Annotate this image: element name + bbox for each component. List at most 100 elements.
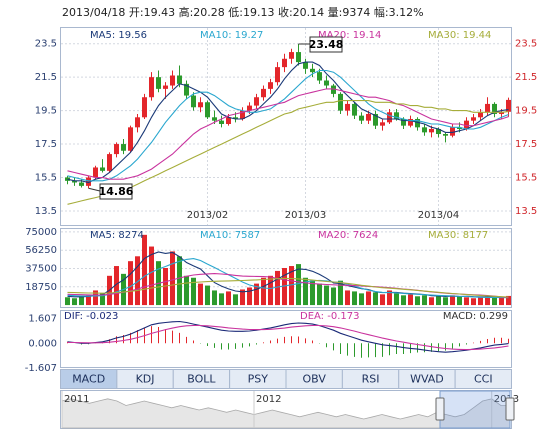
annotation-leader	[88, 187, 101, 192]
y-tick-label: 17.5	[35, 139, 57, 150]
candle-body	[401, 118, 406, 126]
candle-body	[65, 177, 70, 181]
x-tick-label: 2013/04	[418, 210, 460, 221]
navigator-handle[interactable]	[435, 397, 445, 421]
volume-bar	[506, 295, 511, 306]
volume-bar	[275, 270, 280, 306]
tab[interactable]	[454, 369, 512, 389]
volume-bar	[233, 294, 238, 306]
y-tick-label: 23.5	[35, 39, 57, 50]
volume-bar	[247, 287, 252, 306]
legend-item: MA10: 7587	[200, 230, 260, 241]
volume-bar	[219, 293, 224, 306]
candle-body	[93, 167, 98, 178]
y-tick-label: 15.5	[35, 173, 57, 184]
candle-body	[422, 127, 427, 133]
legend-item: MA5: 19.56	[90, 30, 147, 41]
tab-label[interactable]: PSY	[248, 373, 269, 386]
volume-bar	[254, 283, 259, 306]
candle-body	[380, 122, 385, 126]
volume-bar	[345, 290, 350, 306]
volume-bar	[464, 297, 469, 306]
candle-body	[394, 112, 399, 119]
candle-body	[191, 95, 196, 108]
tab-label[interactable]: OBV	[302, 373, 326, 386]
candle-body	[240, 110, 245, 119]
annotation-text: 14.86	[99, 185, 134, 198]
ma-line	[67, 88, 509, 180]
candle-body	[114, 144, 119, 155]
volume-bar	[93, 290, 98, 306]
volume-bar	[135, 256, 140, 306]
candle-body	[226, 117, 231, 124]
volume-bar	[149, 246, 154, 306]
candle-body	[247, 105, 252, 111]
legend-item: MA20: 7624	[318, 230, 378, 241]
volume-bar	[212, 290, 217, 306]
candle-body	[289, 52, 294, 59]
candle-body	[72, 180, 77, 183]
volume-bar	[317, 283, 322, 306]
candle-body	[212, 117, 217, 121]
tab-label[interactable]: CCI	[474, 373, 493, 386]
volume-bar	[387, 290, 392, 306]
y-tick-label-right: 19.5	[515, 106, 537, 117]
volume-bar	[128, 261, 133, 306]
volume-bar	[457, 296, 462, 306]
candle-body	[156, 77, 161, 89]
volume-bar	[485, 296, 490, 306]
volume-bar	[79, 296, 84, 306]
candle-body	[338, 93, 343, 111]
volume-ma-line	[67, 277, 509, 298]
y-tick-label: 1.607	[28, 314, 57, 325]
navigator-handle[interactable]	[505, 397, 515, 421]
candle-body	[359, 115, 364, 121]
y-tick-label: -1.607	[25, 363, 57, 374]
candle-body	[415, 118, 420, 128]
y-tick-label-right: 23.5	[515, 39, 537, 50]
candle-body	[443, 134, 448, 136]
candle-body	[177, 75, 182, 84]
volume-bar	[422, 295, 427, 306]
volume-bar	[282, 268, 287, 306]
y-tick-label: 56250	[25, 245, 57, 256]
volume-bar	[310, 280, 315, 306]
candle-body	[352, 103, 357, 116]
candle-body	[205, 102, 210, 118]
tab-label[interactable]: WVAD	[410, 373, 444, 386]
legend-item: MA20: 19.14	[318, 30, 381, 41]
volume-bar	[401, 295, 406, 306]
volume-bar	[373, 292, 378, 306]
candle-body	[478, 112, 483, 118]
ma-line	[67, 61, 509, 184]
navigator-label: 2011	[64, 394, 89, 405]
candle-body	[121, 144, 126, 151]
candle-body	[170, 75, 175, 86]
tab-label[interactable]: MACD	[72, 373, 105, 386]
y-tick-label-right: 17.5	[515, 139, 537, 150]
volume-bar	[429, 297, 434, 306]
tab-label[interactable]: RSI	[362, 373, 380, 386]
navigator-window[interactable]	[439, 390, 511, 429]
volume-bar	[198, 283, 203, 306]
candle-body	[219, 120, 224, 124]
y-tick-label: 37500	[25, 263, 57, 274]
volume-bar	[240, 289, 245, 306]
volume-bar	[114, 266, 119, 306]
volume-bar	[170, 251, 175, 306]
candle-body	[107, 154, 112, 171]
volume-bar	[205, 285, 210, 306]
volume-bar	[331, 287, 336, 306]
tab-label[interactable]: BOLL	[187, 373, 216, 386]
volume-ma-line	[67, 258, 509, 299]
tab-label[interactable]: KDJ	[136, 373, 155, 386]
volume-bar	[380, 294, 385, 306]
candle-body	[275, 67, 280, 83]
volume-bar	[86, 295, 91, 306]
volume-bar	[296, 264, 301, 306]
volume-bar	[366, 291, 371, 306]
candle-body	[268, 82, 273, 89]
legend-item: MA30: 19.44	[428, 30, 491, 41]
macd-panel	[60, 310, 512, 368]
